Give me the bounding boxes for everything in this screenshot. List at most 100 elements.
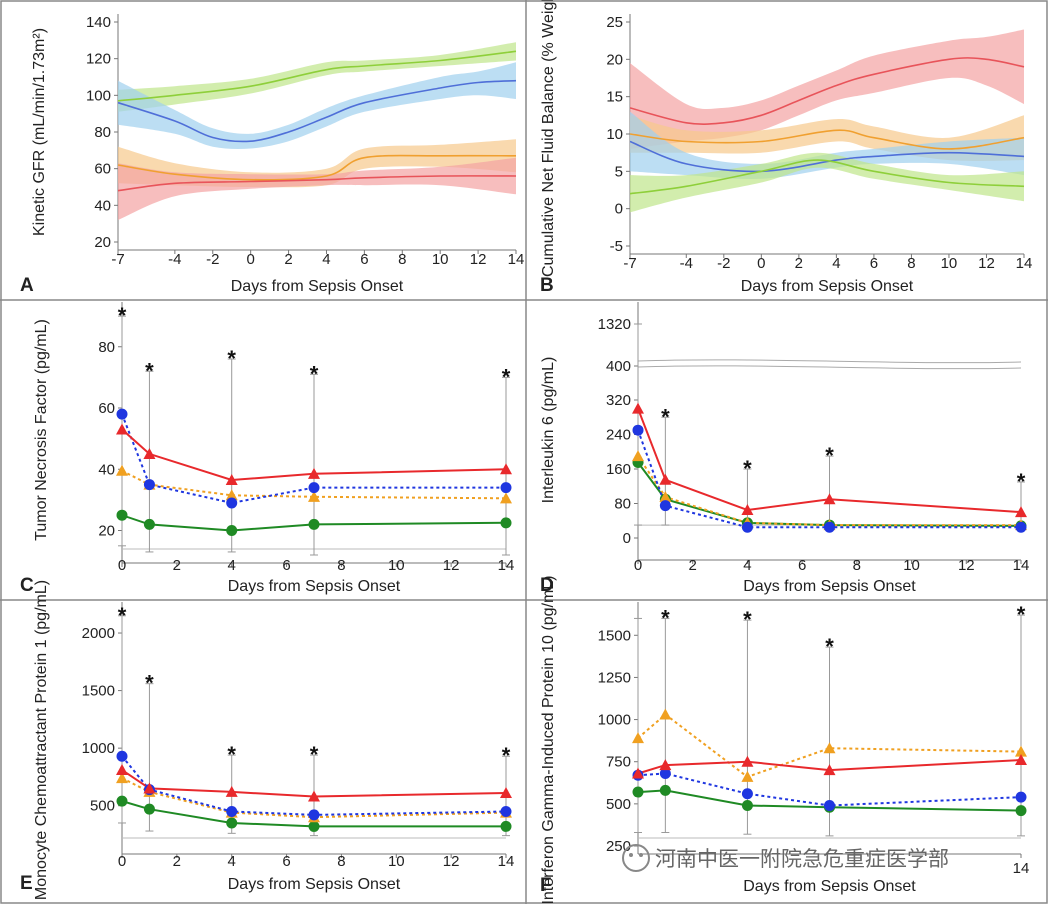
- panel-c: 20 40 60 80 0 2 4 6 8 10 12 14 Days from Sepsis Onse…: [20, 302, 514, 596]
- x-tick-label: 12: [978, 255, 995, 272]
- data-point: [632, 786, 644, 798]
- data-point: [741, 755, 754, 767]
- y-tick-label: 40: [98, 461, 115, 478]
- axis-break-line: [637, 359, 1022, 364]
- data-point: [500, 517, 512, 529]
- x-tick-label: 6: [282, 557, 290, 574]
- x-tick-label: 14: [498, 853, 515, 870]
- data-point: [632, 402, 644, 414]
- y-axis-label: Tumor Necrosis Factor (pg/mL): [33, 319, 50, 541]
- x-axis-label: Days from Sepsis Onset: [231, 278, 404, 295]
- data-point: [226, 817, 238, 829]
- data-point: [226, 497, 238, 509]
- panel-letter: A: [20, 275, 34, 296]
- data-point: [659, 491, 672, 503]
- data-point: [116, 750, 128, 762]
- data-point: [659, 708, 672, 720]
- x-tick-label: -7: [111, 251, 124, 268]
- significance-star: *: [502, 743, 511, 768]
- x-tick-label: 2: [173, 557, 181, 574]
- series-line: [117, 175, 517, 192]
- x-tick-label: 12: [958, 557, 975, 574]
- x-tick-label: 4: [228, 557, 236, 574]
- x-axis-label: Days from Sepsis Onset: [228, 876, 401, 893]
- x-tick-label: -4: [680, 255, 693, 272]
- data-point: [659, 784, 671, 796]
- x-tick-label: 10: [388, 557, 405, 574]
- y-tick-label: 5: [615, 163, 623, 180]
- x-tick-label: 2: [284, 251, 292, 268]
- y-tick-label: 400: [606, 358, 631, 375]
- data-point: [500, 492, 512, 504]
- x-tick-label: 8: [337, 557, 345, 574]
- y-tick-label: 250: [606, 838, 631, 855]
- data-point: [226, 525, 238, 536]
- data-point: [1015, 521, 1027, 533]
- panel-b: -5 0 5 10 15 20 25 -7 -4 -2 0 2 4 6 8 10 12 14 Days from S…: [540, 0, 1032, 296]
- significance-star: *: [310, 742, 319, 767]
- data-point: [143, 479, 155, 491]
- x-tick-label: 4: [832, 255, 840, 272]
- x-axis-label: Days from Sepsis Onset: [228, 578, 401, 595]
- x-tick-label: 8: [337, 853, 345, 870]
- data-point: [1015, 791, 1027, 803]
- x-tick-label: 0: [634, 557, 642, 574]
- data-point: [741, 788, 753, 800]
- x-tick-label: 14: [508, 251, 525, 268]
- significance-star: *: [502, 364, 511, 389]
- x-tick-label: 4: [228, 853, 236, 870]
- y-tick-label: 2000: [82, 625, 115, 642]
- data-point: [1015, 745, 1027, 757]
- y-tick-label: 120: [86, 51, 111, 68]
- panel-letter: C: [20, 575, 34, 596]
- x-tick-label: 10: [941, 255, 958, 272]
- y-tick-label: 80: [94, 124, 111, 141]
- y-tick-label: 80: [614, 496, 631, 513]
- panel-letter: E: [20, 873, 33, 894]
- y-tick-label: 20: [98, 523, 115, 540]
- x-tick-label: 0: [118, 557, 126, 574]
- data-point: [225, 785, 238, 797]
- data-point: [741, 800, 753, 812]
- significance-star: *: [825, 443, 834, 468]
- y-tick-label: 60: [98, 400, 115, 417]
- x-tick-label: 10: [432, 251, 449, 268]
- x-tick-label: 12: [443, 557, 460, 574]
- data-point: [500, 463, 512, 475]
- y-tick-label: 25: [606, 14, 623, 31]
- significance-star: *: [1017, 469, 1026, 494]
- data-point: [659, 759, 672, 771]
- significance-star: *: [118, 603, 127, 628]
- y-tick-label: 1250: [598, 669, 631, 686]
- y-tick-label: 1500: [598, 627, 631, 644]
- data-point: [659, 768, 671, 780]
- watermark-logo-dot: [639, 853, 643, 857]
- series-line: [117, 154, 517, 181]
- data-point: [143, 803, 155, 815]
- y-tick-label: 10: [606, 126, 623, 143]
- data-point: [824, 800, 835, 812]
- x-tick-label: 10: [388, 853, 405, 870]
- data-point: [143, 782, 156, 794]
- x-tick-label: 0: [246, 251, 254, 268]
- axis-break-line: [637, 365, 1022, 370]
- series-line: [117, 50, 517, 102]
- data-point: [632, 450, 644, 462]
- data-point: [308, 790, 320, 802]
- series-line: [629, 57, 1025, 126]
- data-point: [116, 464, 128, 476]
- x-axis-label: Days from Sepsis Onset: [743, 578, 916, 595]
- significance-star: *: [743, 607, 752, 632]
- x-axis-label: Days from Sepsis Onset: [741, 278, 914, 295]
- data-point: [308, 467, 320, 479]
- confidence-band: [118, 62, 516, 149]
- x-tick-label: -2: [717, 255, 730, 272]
- data-point: [116, 423, 128, 435]
- significance-star: *: [825, 634, 834, 659]
- x-tick-label: 2: [689, 557, 697, 574]
- significance-star: *: [227, 742, 236, 767]
- panel-d: 0 80 160 240 320 400 1320 0 2 4 6 8 10 12 14 Days from …: [540, 302, 1029, 596]
- x-tick-label: 8: [853, 557, 861, 574]
